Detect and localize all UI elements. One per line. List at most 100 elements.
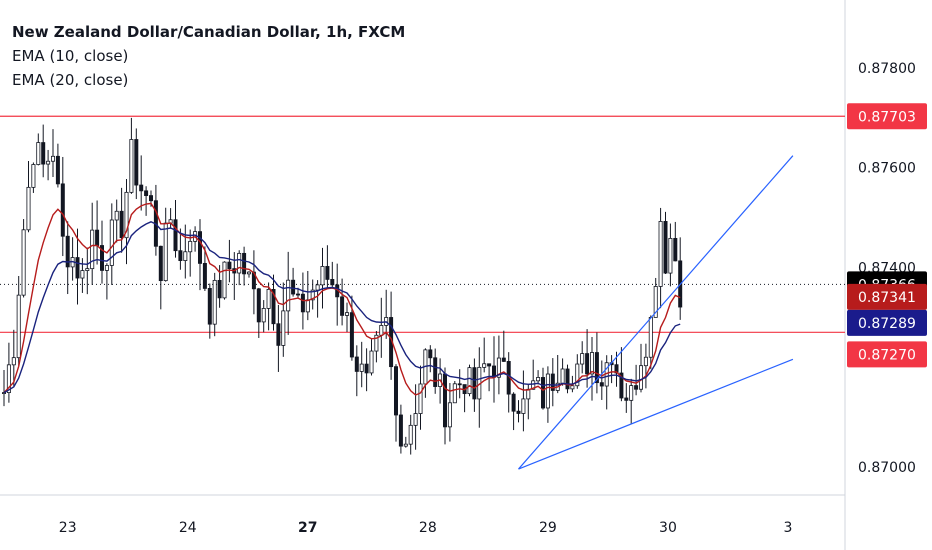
candle-body	[619, 372, 624, 399]
price-tag-text: 0.87703	[858, 109, 916, 125]
candle-body	[55, 155, 60, 185]
candle-body	[95, 229, 100, 246]
y-tick-label: 0.87800	[858, 61, 916, 77]
x-tick-label: 30	[659, 520, 677, 536]
candle-body	[487, 363, 492, 367]
price-tag-text: 0.87270	[858, 347, 916, 363]
candle-body	[511, 393, 516, 412]
candle-body	[202, 262, 207, 289]
candle-body	[590, 352, 595, 375]
candle-body	[26, 186, 31, 231]
candle-body	[246, 271, 251, 275]
candle-body	[85, 268, 90, 271]
candle-body	[340, 296, 345, 316]
candle-body	[281, 310, 286, 346]
price-tag-ema_slow	[847, 309, 927, 336]
ema-10-line[interactable]	[3, 202, 681, 396]
candle-body	[359, 363, 364, 372]
candle-body	[222, 261, 227, 299]
candle-body	[599, 382, 604, 387]
candle-body	[364, 363, 369, 374]
candle-body	[496, 357, 501, 378]
candle-body	[46, 160, 51, 165]
candle-body	[100, 245, 105, 271]
price-tag-text: 0.87289	[858, 316, 916, 332]
candle-body	[580, 353, 585, 365]
symbol-title[interactable]: New Zealand Dollar/Canadian Dollar, 1h, …	[12, 23, 406, 41]
candle-body	[144, 190, 149, 196]
candle-body	[305, 299, 310, 313]
candle-body	[624, 397, 629, 401]
candle-body	[6, 364, 11, 393]
candle-body	[139, 184, 144, 192]
candle-body	[183, 251, 188, 261]
candle-body	[467, 367, 472, 395]
candle-body	[286, 279, 291, 312]
candle-body	[452, 383, 457, 404]
candle-body	[109, 219, 114, 266]
candle-body	[266, 289, 271, 309]
candle-body	[369, 350, 374, 374]
candle-body	[16, 294, 21, 359]
candle-body	[447, 402, 452, 428]
candle-body	[393, 366, 398, 416]
candle-body	[673, 237, 678, 262]
candle-body	[21, 229, 26, 296]
candle-body	[354, 356, 359, 372]
candle-body	[271, 289, 276, 325]
candle-body	[374, 334, 379, 352]
candle-body	[41, 142, 46, 165]
candle-body	[545, 373, 550, 409]
candle-body	[217, 279, 222, 299]
candle-body	[428, 349, 433, 359]
candle-body	[379, 325, 384, 336]
price-tag-text: 0.87341	[858, 290, 916, 306]
candle-body	[325, 266, 330, 280]
candle-body	[560, 368, 565, 384]
x-tick-label: 29	[539, 520, 557, 536]
axis-frame	[0, 0, 846, 550]
price-tag-ema_fast	[847, 283, 927, 310]
candle-body	[349, 312, 354, 358]
candle-body	[163, 222, 168, 282]
candle-body	[413, 413, 418, 426]
candle-body	[472, 367, 477, 400]
x-tick-label: 3	[784, 520, 793, 536]
candle-body	[11, 357, 16, 366]
candle-body	[541, 377, 546, 409]
x-tick-label: 23	[59, 520, 77, 536]
candle-body	[124, 191, 129, 239]
horizontal-lines	[0, 115, 845, 333]
trend-line[interactable]	[518, 358, 794, 470]
candle-body	[516, 410, 521, 414]
candle-body	[648, 316, 653, 358]
candle-body	[31, 164, 36, 188]
candle-body	[212, 279, 217, 325]
y-tick-label: 0.87600	[858, 161, 916, 177]
chart-legend: New Zealand Dollar/Canadian Dollar, 1h, …	[12, 20, 405, 92]
candle-body	[178, 250, 183, 261]
candle-body	[482, 363, 487, 368]
candle-body	[227, 261, 232, 270]
ema-slow-legend[interactable]: EMA (20, close)	[12, 71, 129, 89]
candle-body	[310, 289, 315, 301]
candle-body	[418, 383, 423, 414]
candle-body	[104, 265, 109, 271]
price-tag-level	[847, 341, 927, 368]
candle-body	[536, 377, 541, 382]
candle-body	[565, 368, 570, 390]
trend-line[interactable]	[518, 155, 794, 470]
candle-body	[134, 139, 139, 186]
candle-body	[315, 284, 320, 291]
candle-body	[653, 286, 658, 318]
ema-fast-legend[interactable]: EMA (10, close)	[12, 47, 129, 65]
candle-body	[60, 183, 65, 237]
candle-body	[80, 270, 85, 279]
candle-body	[570, 385, 575, 390]
candle-body	[663, 221, 668, 274]
candles	[2, 117, 683, 455]
ema-20-line[interactable]	[3, 221, 681, 394]
candle-body	[634, 385, 639, 390]
